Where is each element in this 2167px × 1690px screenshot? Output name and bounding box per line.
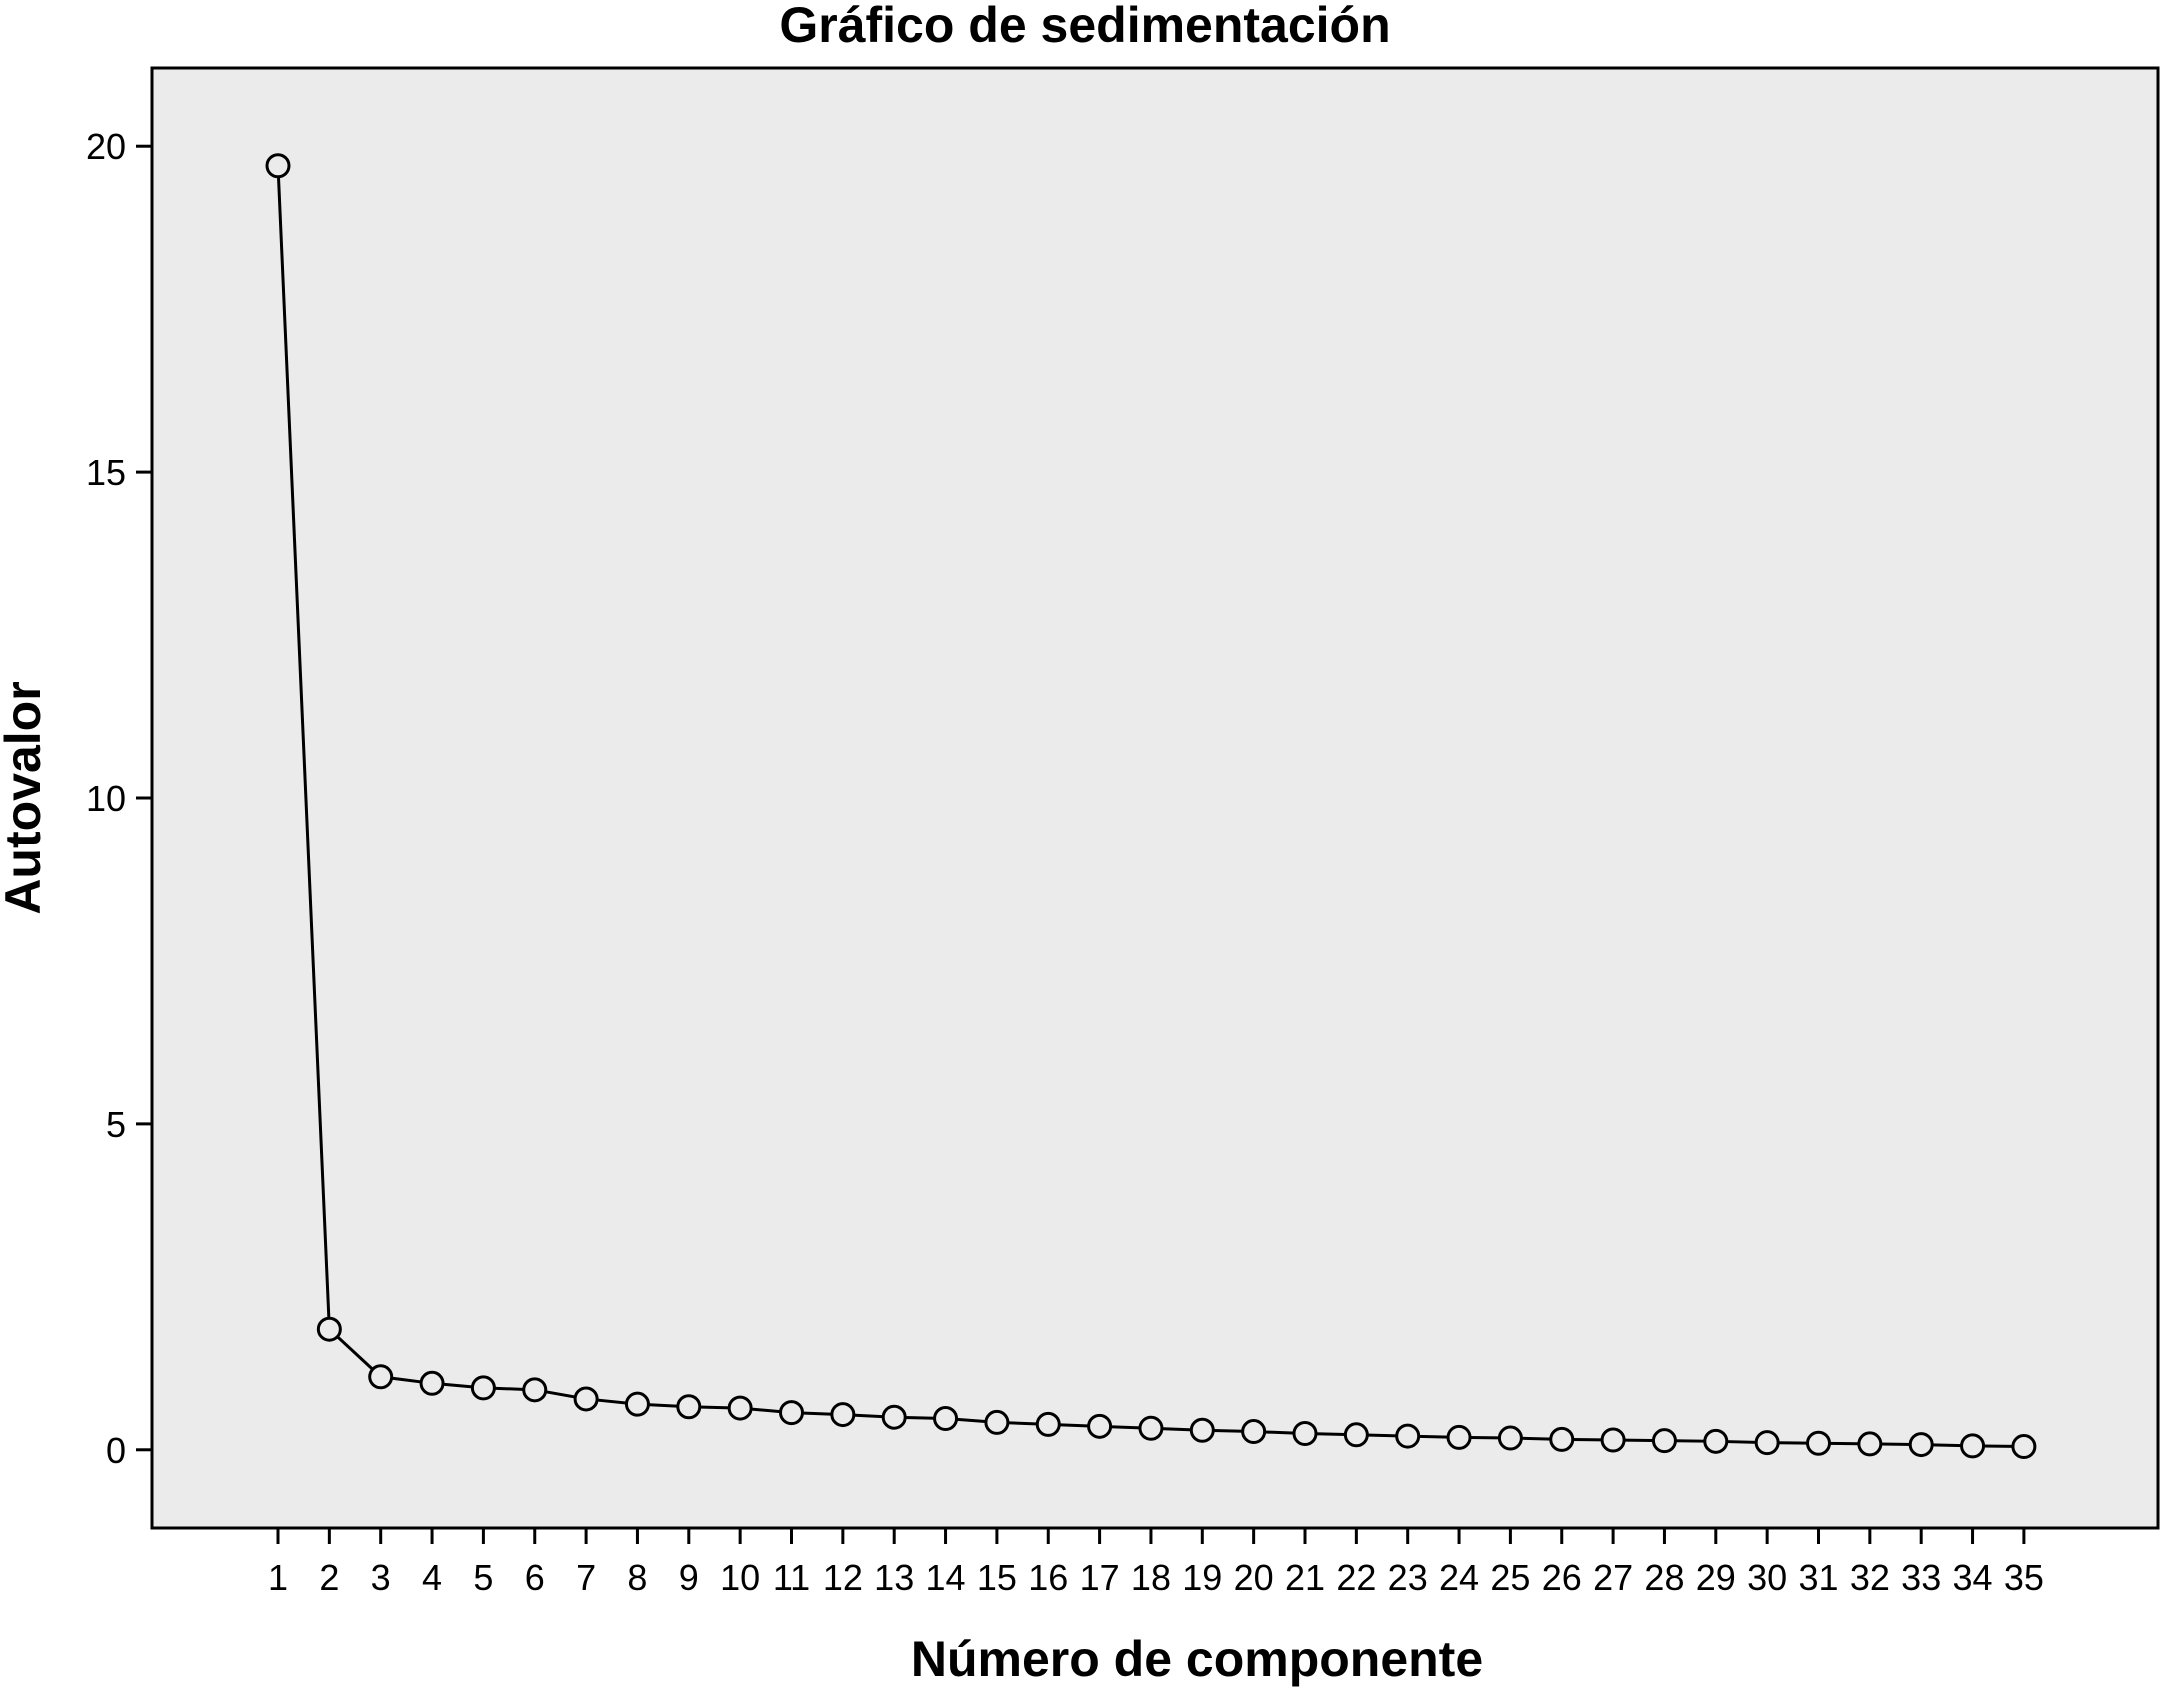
x-axis-ticks: 1 2 3 4 5 6 7 8 9 10 11 12 13 14 15 16 17 18 19 20 21 22 23 24 2… xyxy=(268,1528,2044,1598)
x-tick-label: 26 xyxy=(1542,1557,1582,1598)
x-tick-label: 4 xyxy=(422,1557,442,1598)
data-point xyxy=(1343,1422,1369,1448)
x-tick-label: 33 xyxy=(1901,1557,1941,1598)
x-tick-label: 11 xyxy=(773,1557,810,1598)
data-point xyxy=(1497,1425,1523,1451)
data-point xyxy=(1960,1433,1986,1459)
data-point xyxy=(1651,1428,1677,1454)
data-point xyxy=(316,1316,342,1342)
x-tick-label: 35 xyxy=(2004,1557,2044,1598)
data-point xyxy=(1292,1420,1318,1446)
chart-title: Gráfico de sedimentación xyxy=(779,0,1390,53)
x-tick-label: 6 xyxy=(525,1557,545,1598)
data-point xyxy=(881,1404,907,1430)
x-tick-label: 21 xyxy=(1285,1557,1325,1598)
x-tick-label: 31 xyxy=(1798,1557,1838,1598)
data-point xyxy=(470,1375,496,1401)
x-tick-label: 2 xyxy=(319,1557,339,1598)
data-point xyxy=(1754,1430,1780,1456)
x-tick-label: 8 xyxy=(627,1557,647,1598)
data-point xyxy=(933,1406,959,1431)
data-point xyxy=(573,1386,599,1412)
data-point xyxy=(1395,1423,1421,1449)
y-axis-label: Autovalor xyxy=(0,681,51,914)
y-tick-label: 20 xyxy=(86,126,126,167)
x-tick-label: 14 xyxy=(926,1557,966,1598)
series-group xyxy=(265,153,2037,1460)
data-point xyxy=(1241,1419,1267,1445)
x-tick-label: 25 xyxy=(1490,1557,1530,1598)
x-tick-label: 12 xyxy=(823,1557,863,1598)
x-tick-label: 19 xyxy=(1182,1557,1222,1598)
x-tick-label: 16 xyxy=(1028,1557,1068,1598)
x-tick-label: 3 xyxy=(371,1557,391,1598)
x-tick-label: 13 xyxy=(874,1557,914,1598)
x-tick-label: 27 xyxy=(1593,1557,1633,1598)
x-tick-label: 22 xyxy=(1336,1557,1376,1598)
data-point xyxy=(265,153,291,179)
data-point xyxy=(1549,1426,1575,1452)
data-point xyxy=(368,1364,394,1390)
data-point xyxy=(1035,1411,1061,1437)
data-point xyxy=(1908,1432,1934,1458)
data-point xyxy=(624,1391,650,1417)
data-point xyxy=(1857,1431,1883,1457)
x-tick-label: 30 xyxy=(1747,1557,1787,1598)
x-tick-label: 24 xyxy=(1439,1557,1479,1598)
y-axis-ticks: 0 5 10 15 20 xyxy=(86,126,152,1471)
data-point xyxy=(1600,1427,1626,1453)
data-point xyxy=(522,1377,548,1403)
data-point xyxy=(1189,1417,1215,1443)
data-point xyxy=(779,1400,804,1426)
x-axis-label: Número de componente xyxy=(911,1631,1483,1687)
data-point xyxy=(419,1370,445,1396)
x-tick-label: 20 xyxy=(1234,1557,1274,1598)
x-tick-label: 18 xyxy=(1131,1557,1171,1598)
x-tick-label: 17 xyxy=(1080,1557,1120,1598)
data-point xyxy=(727,1395,753,1421)
y-tick-label: 0 xyxy=(106,1430,126,1471)
x-tick-label: 29 xyxy=(1696,1557,1736,1598)
y-tick-label: 10 xyxy=(86,778,126,819)
y-tick-label: 15 xyxy=(86,452,126,493)
data-point xyxy=(984,1409,1010,1435)
x-tick-label: 9 xyxy=(679,1557,699,1598)
data-point xyxy=(676,1394,702,1420)
data-point xyxy=(1087,1413,1113,1439)
x-tick-label: 1 xyxy=(268,1557,288,1598)
x-tick-label: 32 xyxy=(1850,1557,1890,1598)
x-tick-label: 10 xyxy=(720,1557,760,1598)
data-point xyxy=(1138,1415,1164,1441)
data-point xyxy=(1806,1430,1831,1456)
data-point xyxy=(1446,1424,1472,1450)
plot-area xyxy=(150,66,2160,1530)
x-tick-label: 34 xyxy=(1953,1557,1993,1598)
data-point xyxy=(830,1402,856,1428)
data-point xyxy=(2011,1434,2037,1460)
x-tick-label: 5 xyxy=(473,1557,493,1598)
x-tick-label: 28 xyxy=(1644,1557,1684,1598)
x-tick-label: 15 xyxy=(977,1557,1017,1598)
x-tick-label: 7 xyxy=(576,1557,596,1598)
y-tick-label: 5 xyxy=(106,1104,126,1145)
data-point xyxy=(1703,1428,1729,1454)
x-tick-label: 23 xyxy=(1388,1557,1428,1598)
